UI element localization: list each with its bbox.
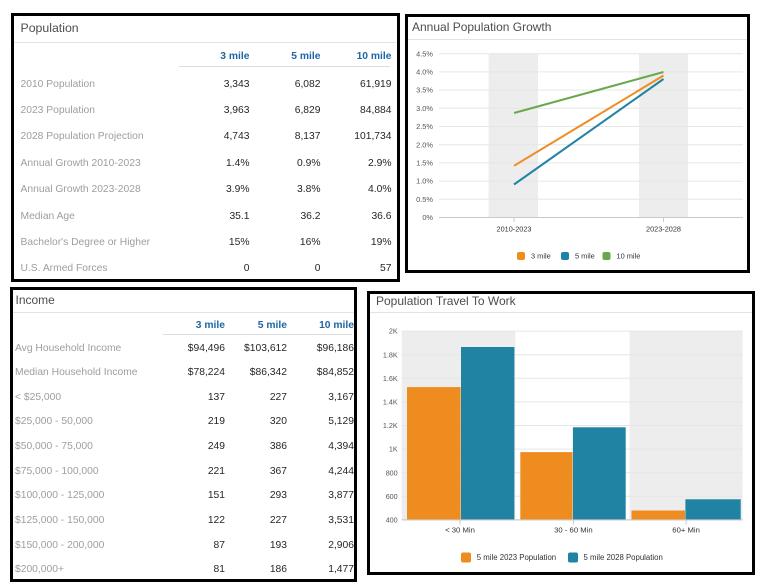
svg-text:1.2K: 1.2K: [383, 421, 398, 430]
svg-text:2.5%: 2.5%: [416, 122, 433, 131]
svg-text:800: 800: [386, 468, 398, 477]
svg-text:2010-2023: 2010-2023: [497, 225, 532, 234]
svg-text:4.0%: 4.0%: [416, 68, 433, 77]
svg-text:400: 400: [386, 515, 398, 524]
svg-text:3.0%: 3.0%: [416, 104, 433, 113]
svg-text:5 mile: 5 mile: [575, 252, 595, 261]
svg-text:600: 600: [386, 491, 398, 500]
svg-text:30 - 60 Min: 30 - 60 Min: [554, 525, 592, 534]
svg-text:1.8K: 1.8K: [383, 350, 398, 359]
svg-text:3 mile: 3 mile: [531, 252, 551, 261]
svg-text:4.5%: 4.5%: [416, 49, 433, 58]
svg-text:2023-2028: 2023-2028: [646, 225, 681, 234]
svg-text:2.0%: 2.0%: [416, 140, 433, 149]
svg-text:1.0%: 1.0%: [416, 177, 433, 186]
svg-text:1.4K: 1.4K: [383, 397, 398, 406]
svg-text:5 mile 2023 Population: 5 mile 2023 Population: [477, 552, 556, 561]
svg-text:1K: 1K: [389, 444, 398, 453]
svg-text:5 mile 2028 Population: 5 mile 2028 Population: [584, 552, 663, 561]
svg-text:0.5%: 0.5%: [416, 195, 433, 204]
svg-text:1.6K: 1.6K: [383, 373, 398, 382]
svg-text:2K: 2K: [389, 326, 398, 335]
svg-text:10 mile: 10 mile: [617, 252, 641, 261]
svg-text:< 30 Min: < 30 Min: [445, 525, 475, 534]
svg-text:1.5%: 1.5%: [416, 159, 433, 168]
svg-text:60+ Min: 60+ Min: [672, 525, 700, 534]
svg-text:3.5%: 3.5%: [416, 86, 433, 95]
svg-text:0%: 0%: [422, 213, 433, 222]
